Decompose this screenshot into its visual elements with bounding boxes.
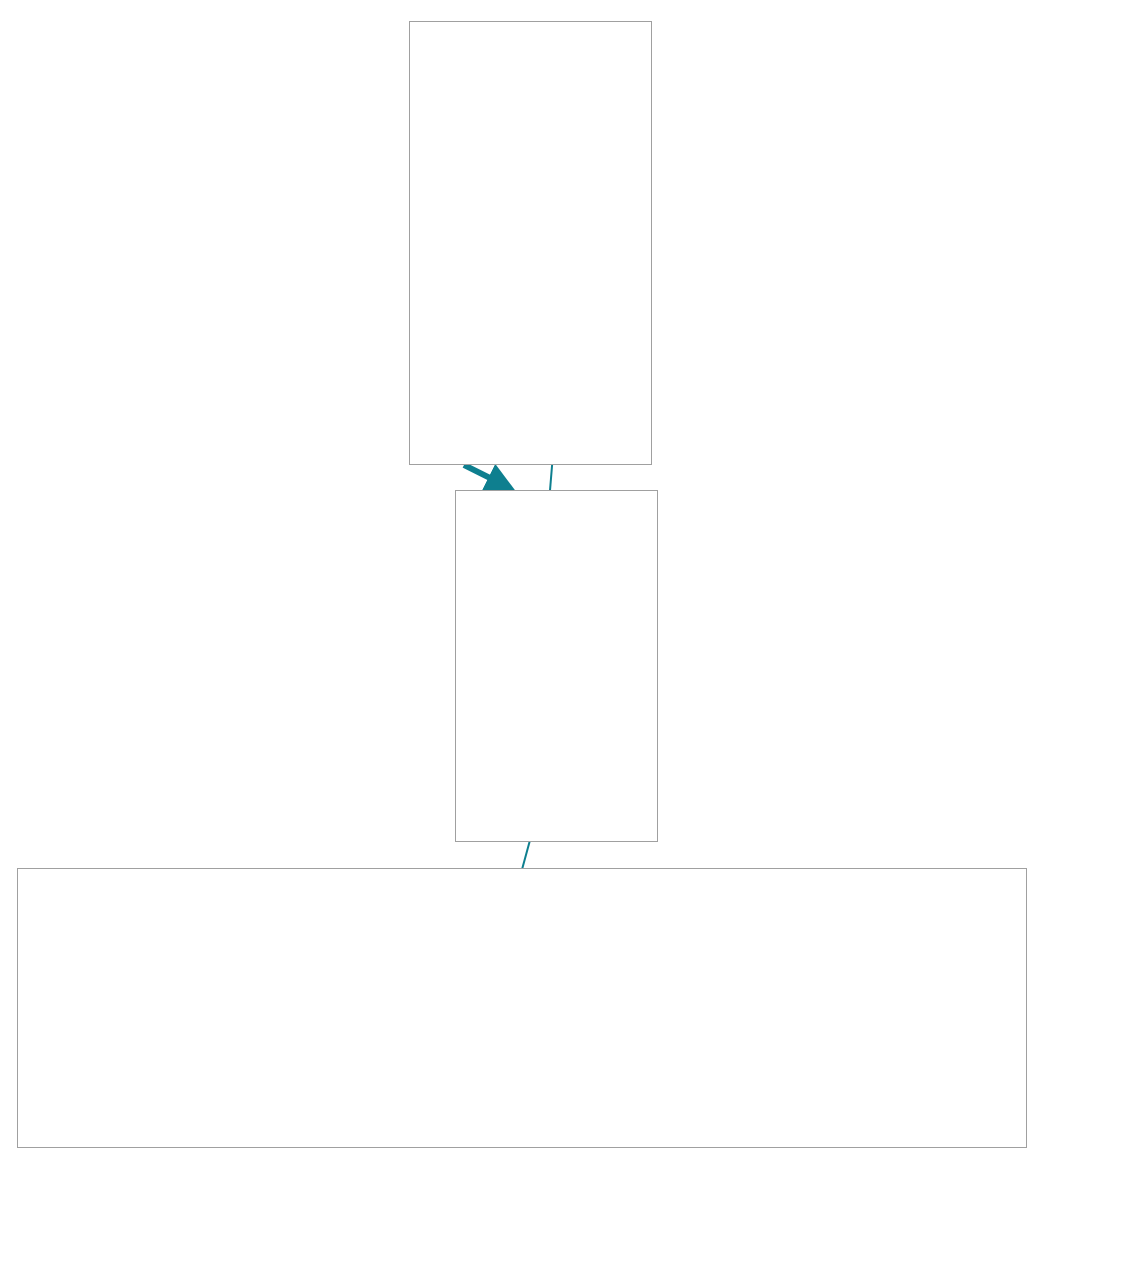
zone-club1	[17, 868, 1027, 1148]
dnsviz-graph	[0, 0, 1135, 1274]
zone-root	[409, 21, 652, 465]
zone-fr	[455, 490, 658, 842]
